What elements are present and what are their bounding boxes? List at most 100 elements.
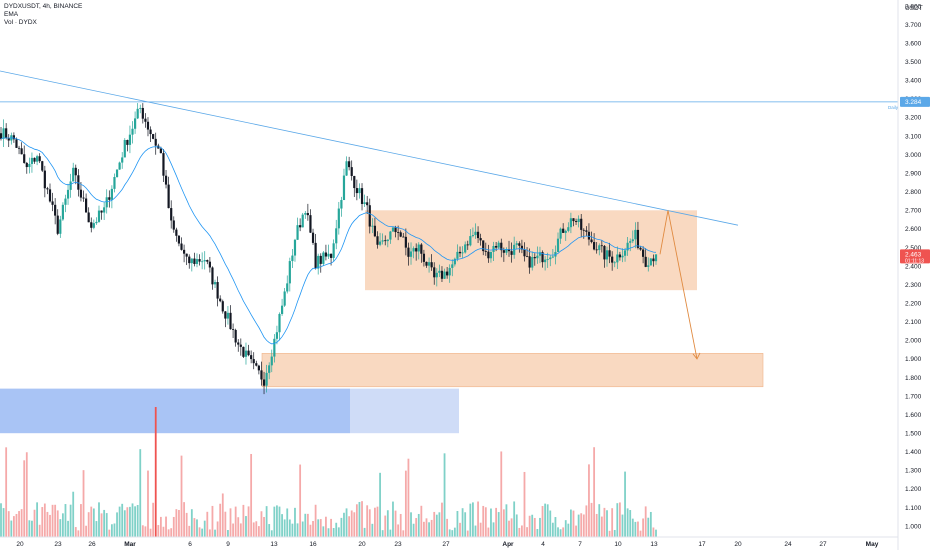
candle-body — [288, 261, 291, 284]
x-tick-label: 27 — [819, 541, 827, 548]
volume-bar — [188, 525, 191, 537]
projection-arrowhead — [692, 352, 701, 360]
volume-bar — [521, 525, 523, 537]
candle-body — [595, 249, 598, 251]
candle-body — [162, 153, 165, 176]
volume-bar — [301, 521, 304, 537]
candle-body — [654, 254, 658, 262]
candle-body — [373, 225, 377, 237]
candle-body — [12, 135, 15, 140]
volume-bar — [59, 519, 62, 537]
candle-body — [582, 229, 585, 231]
volume-bar — [603, 507, 606, 537]
x-tick-label: 13 — [270, 541, 278, 548]
candle-body — [182, 249, 186, 254]
volume-bar — [294, 507, 296, 537]
volume-bar — [492, 522, 495, 537]
volume-bar — [211, 505, 214, 537]
candle-body — [515, 243, 518, 245]
candle-body — [123, 139, 126, 158]
y-tick-label: 2.100 — [905, 319, 922, 326]
candle-body — [5, 128, 8, 139]
candle-body — [397, 232, 400, 233]
volume-bar — [384, 515, 387, 537]
candle-body — [193, 258, 196, 264]
candle-body — [329, 253, 333, 258]
candle-body — [141, 107, 144, 119]
candle-body — [20, 148, 23, 155]
volume-bar — [611, 508, 614, 537]
volume-bar — [464, 512, 467, 537]
candle-body — [301, 214, 304, 228]
x-tick-label: 23 — [394, 541, 402, 548]
candle-body — [280, 305, 284, 314]
volume-bar — [41, 507, 44, 537]
candle-body — [458, 251, 462, 254]
volume-bar — [562, 527, 565, 537]
descending-trendline — [0, 70, 739, 226]
volume-bar — [456, 511, 459, 537]
last-price-value: 2.463 — [905, 252, 922, 259]
volume-bar — [441, 502, 443, 537]
volume-bar — [544, 503, 547, 537]
volume-bar — [103, 509, 106, 537]
candle-body — [636, 229, 640, 248]
candle-body — [154, 138, 157, 146]
y-tick-label: 3.100 — [905, 133, 922, 140]
candle-body — [159, 148, 162, 154]
candle-body — [64, 198, 67, 205]
volume-bar — [608, 530, 611, 537]
candle-body — [7, 138, 10, 141]
y-tick-label: 1.100 — [905, 505, 922, 512]
volume-bar — [90, 506, 93, 537]
volume-bar — [443, 453, 446, 537]
volume-bar — [95, 521, 98, 537]
candle-body — [621, 255, 624, 258]
candle-body — [626, 242, 629, 251]
projection-line — [659, 210, 698, 359]
demand-box — [261, 353, 764, 388]
volume-bar — [283, 519, 286, 537]
blue-box-filled — [0, 388, 350, 434]
volume-bar — [459, 522, 461, 537]
candle-body — [471, 235, 475, 237]
volume-bar — [270, 530, 273, 537]
volume-bar — [386, 510, 389, 537]
volume-bar — [590, 502, 593, 537]
candle-body — [213, 282, 217, 285]
candle-body — [206, 260, 209, 262]
candle-body — [237, 342, 240, 345]
candle-body — [41, 161, 44, 171]
ema-indicator-label[interactable]: EMA — [4, 11, 19, 18]
projection-path[interactable] — [659, 210, 701, 360]
volume-bar — [389, 529, 392, 537]
x-tick-label: 20 — [734, 541, 742, 548]
candle-body — [309, 215, 312, 233]
volume-indicator-label[interactable]: Vol · DYDX — [4, 19, 37, 26]
volume-bar — [410, 512, 412, 537]
candle-body — [368, 205, 371, 227]
ema-line — [0, 137, 657, 345]
x-tick-label: 13 — [650, 541, 658, 548]
volume-bar — [309, 524, 312, 537]
candle-body — [28, 163, 31, 168]
candle-body — [353, 175, 356, 189]
volume-bar — [394, 510, 397, 537]
x-tick-label: 9 — [226, 541, 230, 548]
volume-bar — [5, 447, 8, 537]
volume-bar — [593, 447, 596, 537]
candle-body — [224, 311, 227, 319]
volume-bar — [234, 506, 237, 537]
candle-body — [554, 251, 557, 257]
volume-bar — [317, 519, 320, 537]
volume-bar — [0, 503, 2, 537]
candle-body — [43, 170, 46, 189]
candle-body — [417, 244, 420, 252]
candle-body — [234, 329, 237, 343]
candle-body — [273, 338, 276, 357]
candle-body — [567, 227, 570, 231]
candle-body — [291, 255, 294, 262]
y-tick-label: 1.900 — [905, 356, 922, 363]
y-tick-label: 2.600 — [905, 226, 922, 233]
